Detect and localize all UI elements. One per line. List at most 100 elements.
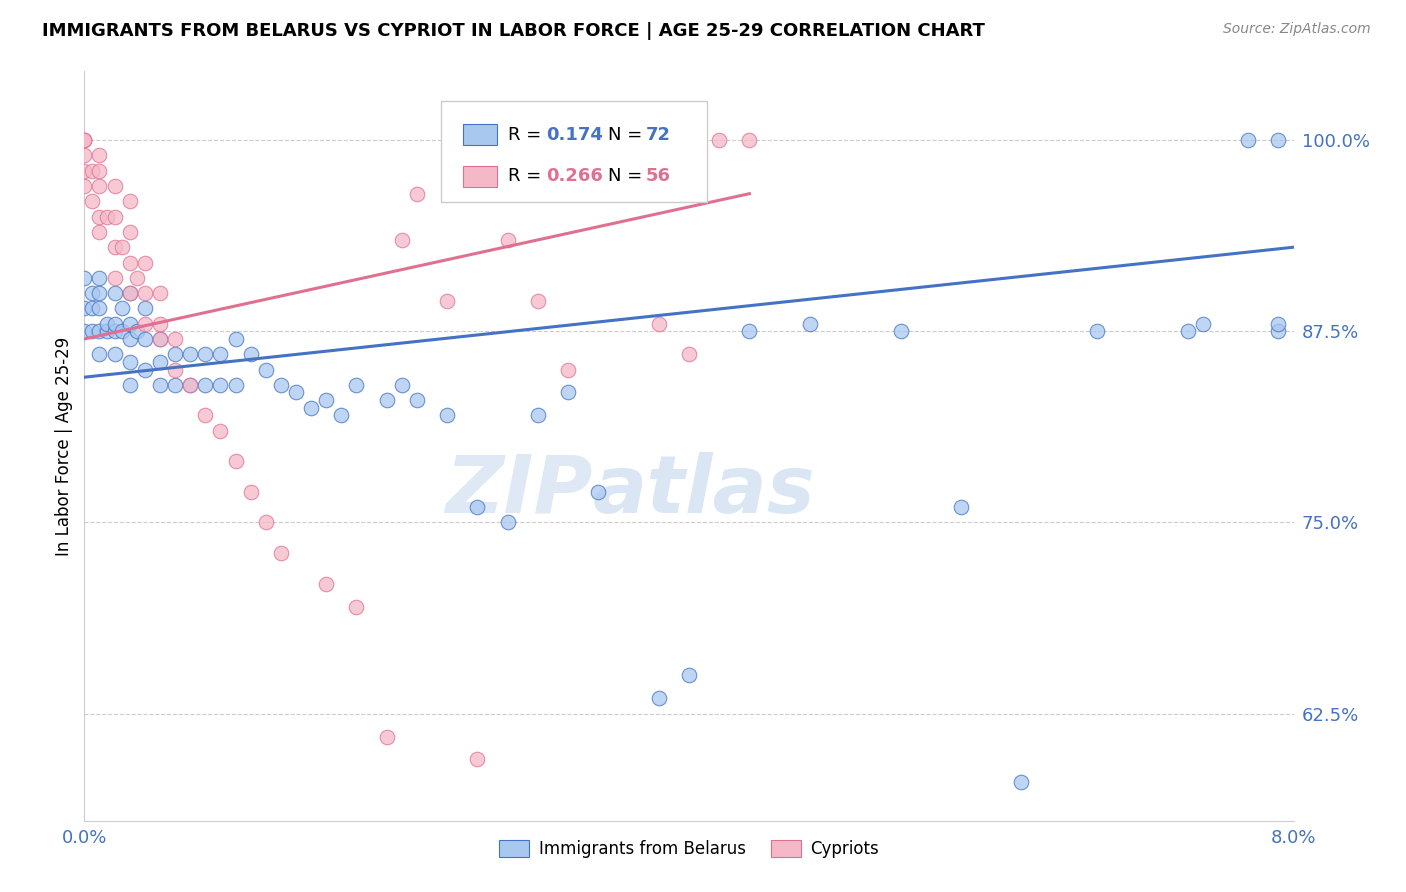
Point <box>557 385 579 400</box>
Point <box>1011 775 1033 789</box>
Point <box>299 401 322 415</box>
Point <box>588 133 610 147</box>
Point <box>89 163 111 178</box>
Text: R =: R = <box>508 167 547 185</box>
Point <box>270 377 292 392</box>
Point <box>738 133 761 147</box>
Point <box>165 332 187 346</box>
Point <box>225 454 247 468</box>
Point <box>391 233 413 247</box>
Point <box>496 233 519 247</box>
Point <box>254 362 277 376</box>
Point <box>89 270 111 285</box>
Point <box>1267 317 1289 331</box>
Point <box>73 270 96 285</box>
Point <box>118 225 141 239</box>
Point <box>73 179 96 194</box>
Point <box>118 377 141 392</box>
Point <box>104 347 127 361</box>
Point <box>149 377 172 392</box>
Point <box>617 133 640 147</box>
Point <box>134 301 156 316</box>
Point <box>134 286 156 301</box>
Point <box>1085 324 1108 338</box>
Point <box>73 148 96 162</box>
Point <box>111 324 134 338</box>
Point <box>89 301 111 316</box>
Point <box>496 516 519 530</box>
Point <box>80 324 103 338</box>
Point <box>149 286 172 301</box>
Point <box>285 385 308 400</box>
Point <box>406 186 429 201</box>
Point <box>118 317 141 331</box>
Point <box>73 163 96 178</box>
Point <box>96 210 118 224</box>
Point <box>467 752 489 766</box>
Point <box>111 301 134 316</box>
Point <box>89 148 111 162</box>
FancyBboxPatch shape <box>441 102 707 202</box>
Point <box>239 347 262 361</box>
Point <box>467 500 489 515</box>
Text: 72: 72 <box>645 126 671 144</box>
Point <box>225 332 247 346</box>
Point <box>436 409 458 423</box>
Point <box>1267 133 1289 147</box>
Point <box>165 377 187 392</box>
Point <box>73 133 96 147</box>
Text: R =: R = <box>508 126 547 144</box>
Point <box>118 255 141 269</box>
Point <box>527 293 550 308</box>
Point <box>209 424 232 438</box>
Point <box>80 286 103 301</box>
Point <box>391 377 413 392</box>
Text: IMMIGRANTS FROM BELARUS VS CYPRIOT IN LABOR FORCE | AGE 25-29 CORRELATION CHART: IMMIGRANTS FROM BELARUS VS CYPRIOT IN LA… <box>42 22 986 40</box>
Point <box>436 293 458 308</box>
Point <box>1237 133 1260 147</box>
Point <box>89 225 111 239</box>
Point <box>134 362 156 376</box>
Point <box>315 393 337 408</box>
Point <box>678 347 700 361</box>
Point <box>80 163 103 178</box>
Point <box>149 332 172 346</box>
Point <box>96 324 118 338</box>
Point <box>678 668 700 682</box>
Point <box>73 133 96 147</box>
Point <box>194 377 217 392</box>
Point <box>648 317 671 331</box>
Point <box>149 332 172 346</box>
Point <box>127 324 149 338</box>
Point <box>104 317 127 331</box>
Point <box>104 324 127 338</box>
Point <box>73 324 96 338</box>
Point <box>1192 317 1215 331</box>
Text: N =: N = <box>607 167 648 185</box>
Point <box>96 317 118 331</box>
Text: ZIP: ZIP <box>444 452 592 530</box>
Point <box>149 355 172 369</box>
Text: atlas: atlas <box>592 452 815 530</box>
Point <box>239 484 262 499</box>
Point <box>118 355 141 369</box>
Point <box>890 324 912 338</box>
Point <box>346 377 368 392</box>
Point <box>104 179 127 194</box>
Point <box>73 133 96 147</box>
Point <box>89 179 111 194</box>
Text: N =: N = <box>607 126 648 144</box>
Point <box>179 347 201 361</box>
Point <box>588 484 610 499</box>
Point <box>89 324 111 338</box>
Text: Source: ZipAtlas.com: Source: ZipAtlas.com <box>1223 22 1371 37</box>
Point <box>104 286 127 301</box>
Point <box>799 317 821 331</box>
Y-axis label: In Labor Force | Age 25-29: In Labor Force | Age 25-29 <box>55 336 73 556</box>
Point <box>406 393 429 408</box>
Point <box>270 546 292 560</box>
Point <box>89 286 111 301</box>
Point <box>375 730 398 744</box>
Point <box>118 194 141 209</box>
Point <box>104 270 127 285</box>
